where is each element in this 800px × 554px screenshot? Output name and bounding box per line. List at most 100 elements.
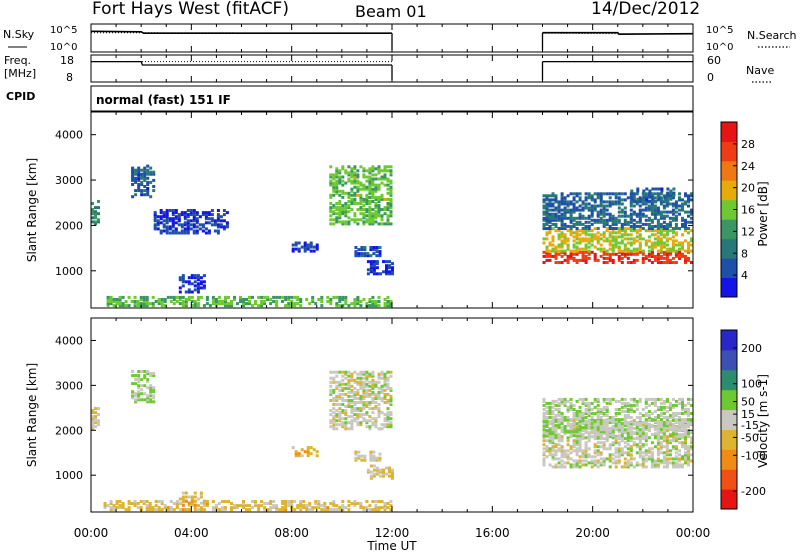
data-cell [659, 210, 663, 214]
data-cell [638, 453, 642, 457]
data-cell [353, 401, 357, 404]
data-cell [684, 432, 687, 436]
data-cell [578, 420, 582, 424]
data-cell [611, 421, 615, 424]
data-cell [656, 457, 660, 461]
data-cell [186, 219, 190, 223]
data-cell [341, 423, 345, 427]
data-cell [362, 506, 366, 510]
data-cell [347, 173, 351, 177]
data-cell [344, 202, 348, 205]
data-cell [374, 206, 378, 210]
data-cell [299, 300, 303, 303]
data-cell [572, 198, 576, 202]
data-cell [638, 463, 642, 467]
data-cell [366, 252, 370, 256]
data-cell [572, 414, 576, 417]
data-cell [207, 217, 211, 221]
data-cell [560, 245, 564, 249]
data-cell [389, 300, 393, 303]
data-cell [193, 304, 197, 308]
data-cell [587, 216, 591, 220]
data-cell [365, 376, 369, 380]
data-cell [554, 224, 558, 228]
data-cell [684, 410, 687, 413]
data-cell [335, 302, 339, 306]
colorbar-tick-label: -200 [741, 485, 766, 498]
data-cell [611, 426, 615, 430]
data-cell [599, 441, 603, 445]
data-cell [377, 397, 381, 400]
data-cell [551, 216, 555, 220]
data-cell [332, 419, 336, 423]
data-cell [614, 447, 618, 451]
data-cell [593, 449, 597, 453]
data-cell [554, 254, 558, 258]
data-cell [291, 243, 295, 247]
data-cell [678, 433, 681, 437]
data-cell [91, 427, 94, 431]
data-cell [131, 174, 135, 178]
data-cell [566, 449, 570, 453]
data-cell [668, 423, 672, 426]
data-cell [656, 447, 660, 451]
data-cell [684, 220, 687, 224]
data-cell [389, 386, 393, 390]
data-cell [368, 380, 372, 384]
data-cell [383, 197, 387, 201]
data-cell [581, 202, 585, 206]
data-cell [608, 430, 612, 434]
data-cell [545, 220, 549, 224]
data-cell [341, 295, 345, 299]
data-cell [614, 422, 618, 426]
data-cell [353, 298, 357, 301]
data-cell [665, 447, 669, 451]
data-cell [344, 386, 348, 390]
data-cell [389, 500, 393, 503]
data-cell [590, 250, 594, 254]
data-cell [338, 419, 342, 423]
data-cell [359, 504, 363, 508]
data-cell [335, 399, 339, 402]
data-cell [617, 196, 621, 200]
data-cell [593, 443, 597, 447]
data-cell [134, 193, 138, 197]
data-cell [377, 195, 381, 199]
data-cell [632, 210, 636, 214]
data-cell [347, 165, 351, 169]
data-cell [563, 401, 567, 405]
data-cell [687, 241, 690, 245]
data-cell [629, 410, 633, 413]
data-cell [666, 195, 670, 199]
data-cell [177, 231, 181, 235]
data-cell [656, 416, 660, 419]
data-cell [611, 453, 615, 457]
data-cell [681, 418, 684, 422]
data-cell [614, 194, 618, 198]
data-cell [608, 421, 612, 424]
data-cell [626, 241, 630, 245]
data-cell [690, 397, 693, 401]
data-cell [566, 405, 570, 409]
data-cell [629, 405, 633, 409]
data-cell [632, 229, 636, 233]
data-cell [678, 463, 681, 467]
data-cell [656, 436, 660, 440]
data-cell [617, 210, 621, 214]
data-cell [650, 220, 654, 224]
data-cell [584, 247, 588, 251]
data-cell [545, 194, 549, 198]
data-cell [359, 415, 363, 419]
data-cell [659, 196, 663, 200]
data-cell [344, 220, 348, 224]
data-cell [587, 422, 591, 426]
data-cell [242, 300, 245, 303]
data-cell [587, 241, 591, 245]
colorbar-frame [720, 329, 738, 510]
data-cell [641, 202, 645, 206]
data-cell [575, 227, 579, 230]
data-cell [383, 374, 387, 378]
data-cell [542, 241, 546, 245]
data-cell [177, 215, 181, 219]
y-tick-label: 3000 [55, 379, 83, 392]
